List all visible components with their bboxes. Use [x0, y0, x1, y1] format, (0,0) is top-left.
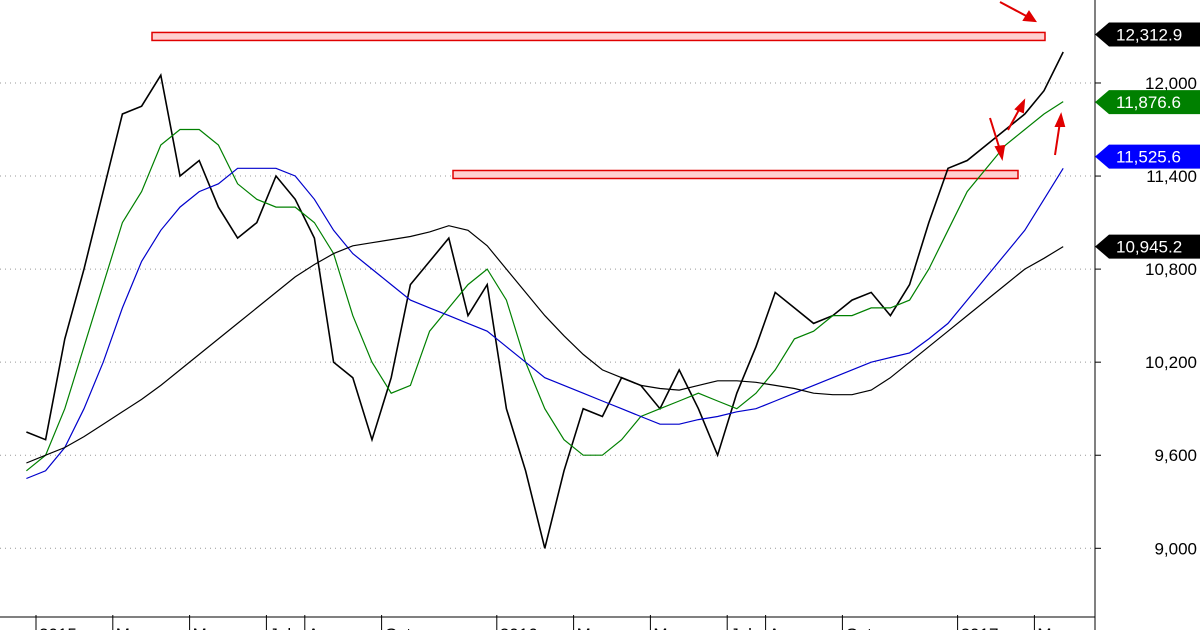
axis-group: 9,0009,60010,20010,80011,40012,00012,600… — [35, 22, 1200, 630]
arrow — [1007, 107, 1021, 131]
price-tag-label: 10,945.2 — [1116, 238, 1182, 257]
arrowhead — [1014, 98, 1026, 114]
moving-average — [26, 225, 1064, 464]
x-tick-label: 2017 — [961, 625, 999, 630]
x-tick-label: May — [653, 625, 686, 630]
price-tag — [1095, 234, 1200, 259]
x-tick-label: 2015 — [39, 625, 77, 630]
y-tick-label: 10,800 — [1145, 260, 1197, 279]
x-tick-label: May — [193, 625, 226, 630]
price-tag — [1095, 22, 1200, 47]
x-tick-label: 2016 — [500, 625, 538, 630]
y-tick-label: 9,000 — [1154, 539, 1197, 558]
x-tick-label: Jul — [730, 625, 752, 630]
x-tick-label: Aug — [769, 625, 799, 630]
x-tick-label: Mar — [1037, 625, 1067, 630]
y-tick-label: 12,000 — [1145, 74, 1197, 93]
arrowhead — [1022, 10, 1037, 23]
x-tick-label: Oct — [385, 625, 412, 630]
price-tag — [1095, 144, 1200, 169]
y-tick-label: 9,600 — [1154, 446, 1197, 465]
moving-average — [26, 101, 1064, 472]
x-tick-label: Oct — [845, 625, 872, 630]
y-tick-label: 10,200 — [1145, 353, 1197, 372]
annotation-arrows — [989, 1, 1066, 162]
y-tick-label: 11,400 — [1146, 167, 1197, 186]
price-tag-label: 11,525.6 — [1116, 148, 1181, 167]
resistance-level — [151, 31, 1046, 42]
price-tag-label: 11,876.6 — [1116, 93, 1181, 112]
arrowhead — [1054, 112, 1066, 127]
x-tick-label: Mar — [577, 625, 607, 630]
price-line — [26, 51, 1064, 549]
x-tick-label: Aug — [308, 625, 338, 630]
arrowhead — [994, 144, 1006, 162]
price-tag-label: 12,312.9 — [1116, 25, 1182, 44]
levels — [151, 31, 1046, 180]
arrow — [1054, 121, 1061, 156]
moving-average — [26, 167, 1064, 480]
price-tag — [1095, 90, 1200, 115]
arrow — [999, 1, 1031, 19]
x-tick-label: Mar — [116, 625, 146, 630]
resistance-level — [452, 169, 1019, 180]
arrow — [989, 117, 1001, 151]
series-group — [26, 51, 1064, 549]
x-tick-label: Jul — [269, 625, 291, 630]
